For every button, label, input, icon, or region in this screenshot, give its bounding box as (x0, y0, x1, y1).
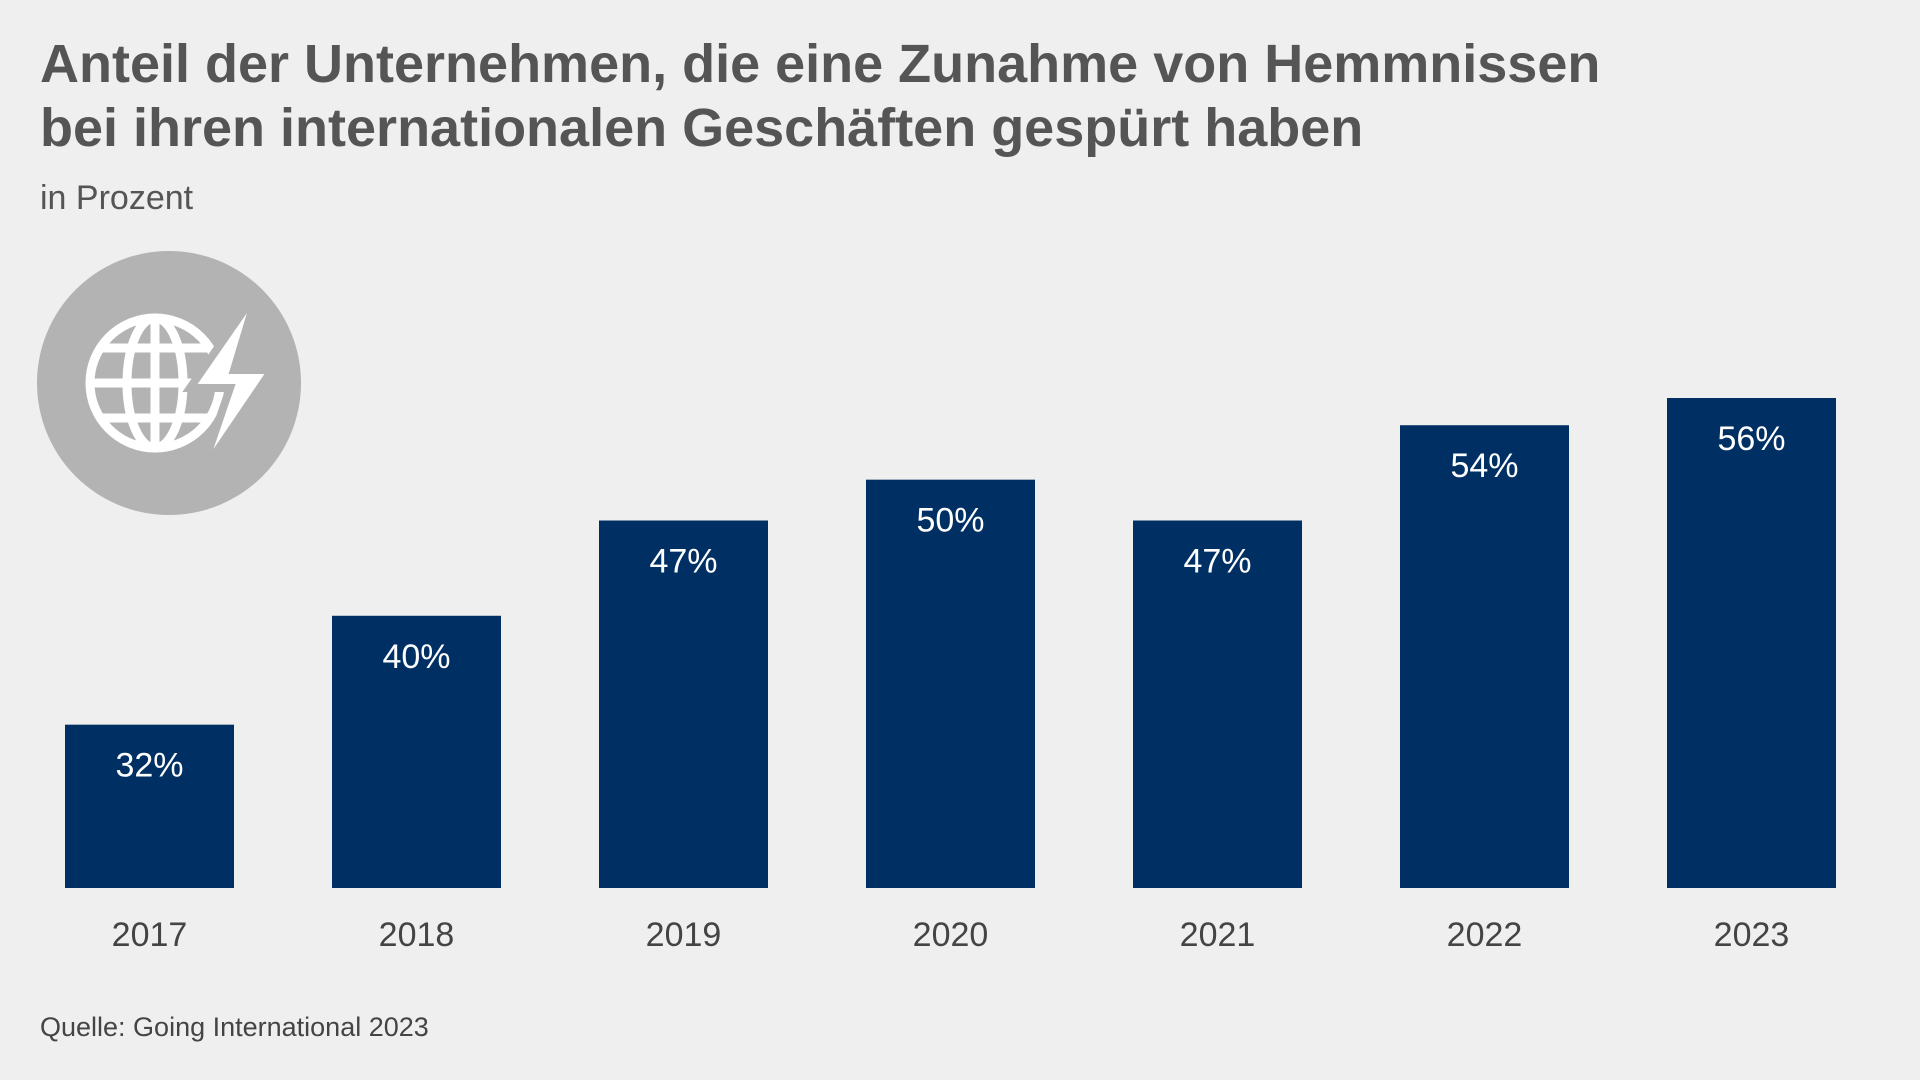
x-tick-label: 2021 (1180, 916, 1256, 954)
bar (1400, 425, 1569, 888)
x-tick-label: 2022 (1447, 916, 1523, 954)
x-tick-label: 2023 (1714, 916, 1790, 954)
source: Quelle: Going International 2023 (40, 1012, 429, 1042)
bar (866, 479, 1035, 888)
value-label: 56% (1717, 420, 1785, 458)
value-label: 54% (1450, 447, 1518, 485)
bar (1133, 520, 1302, 888)
chart-title: bei ihren internationalen Geschäften ges… (40, 98, 1363, 158)
bar (332, 615, 501, 888)
bar (1667, 398, 1836, 888)
chart-title: Anteil der Unternehmen, die eine Zunahme… (40, 34, 1600, 94)
value-label: 50% (916, 502, 984, 540)
icon (37, 251, 301, 515)
value-label: 40% (382, 638, 450, 676)
bar (65, 724, 234, 888)
value-label: 47% (1183, 542, 1251, 580)
value-label: 32% (115, 747, 183, 785)
chart-subtitle: in Prozent (40, 179, 194, 217)
x-tick-label: 2019 (646, 916, 722, 954)
value-label: 47% (649, 542, 717, 580)
bar (599, 520, 768, 888)
x-tick-label: 2018 (379, 916, 455, 954)
x-tick-label: 2020 (913, 916, 989, 954)
x-tick-label: 2017 (112, 916, 188, 954)
